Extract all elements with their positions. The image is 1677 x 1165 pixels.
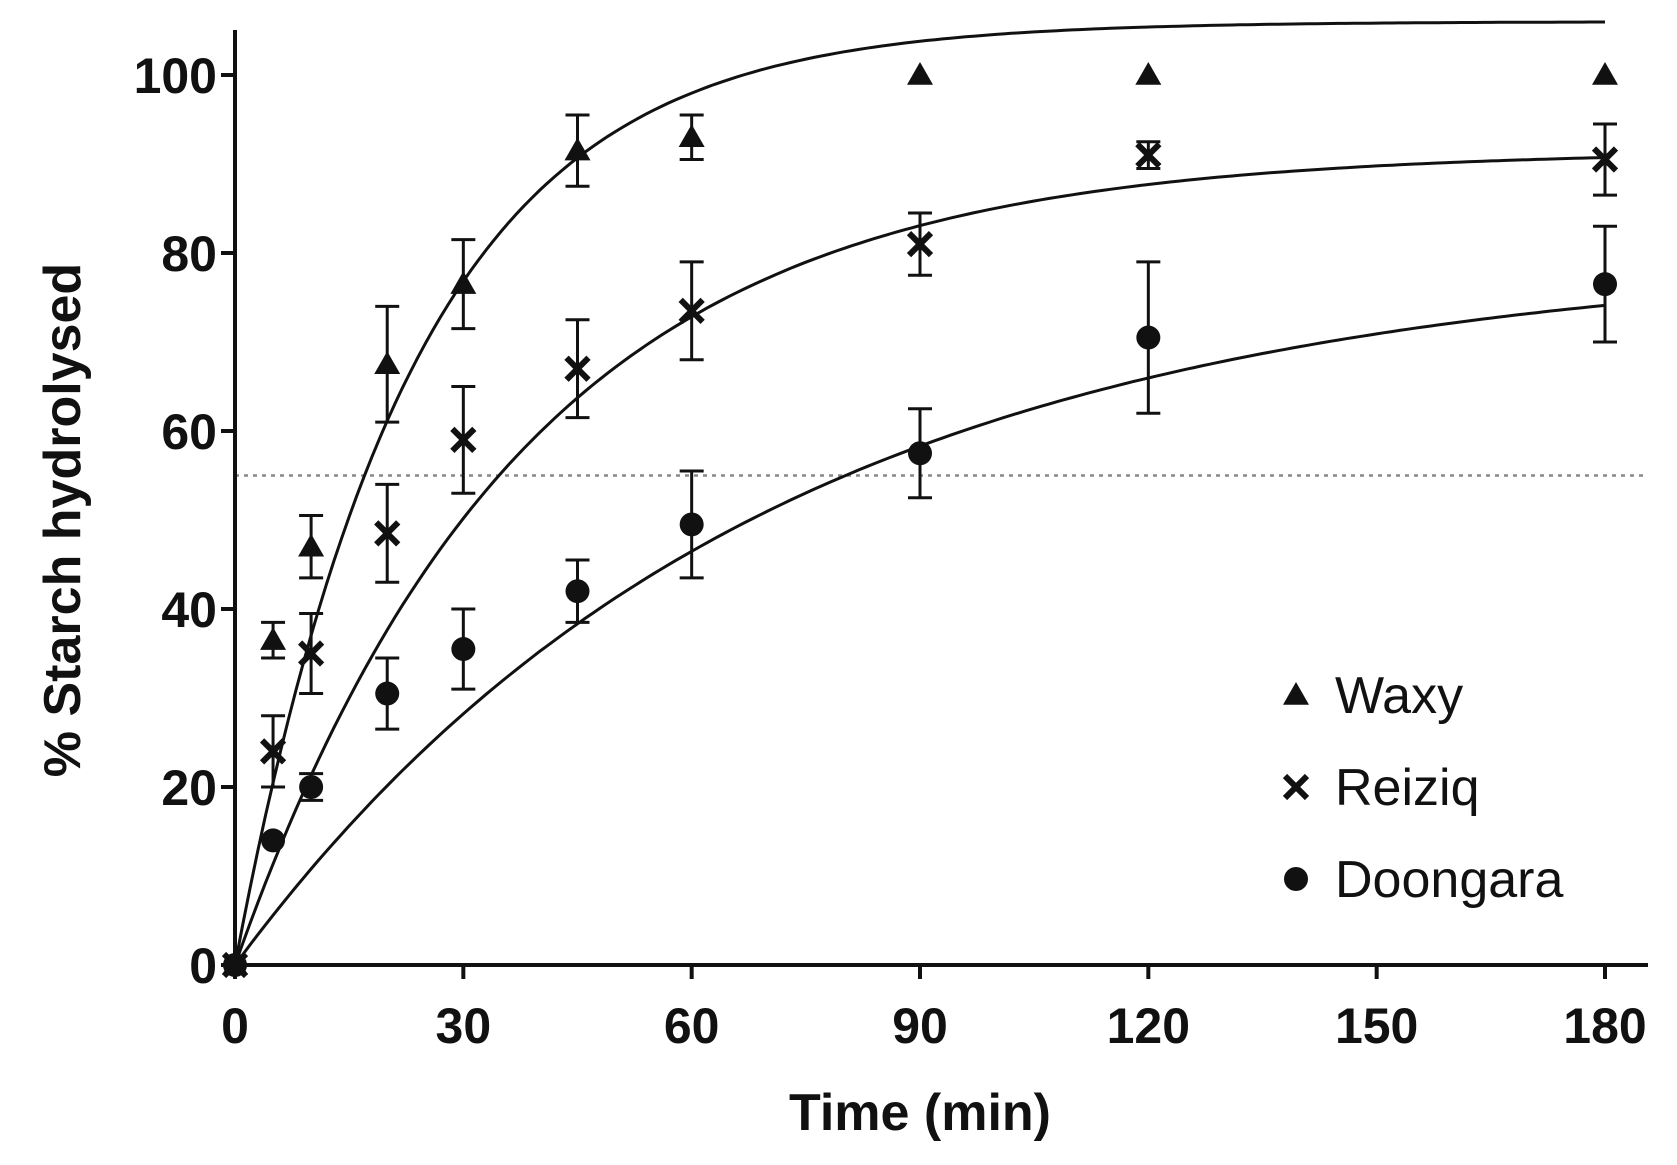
data-point-doongara bbox=[375, 681, 400, 706]
y-axis-ticks: 0 20 40 60 80 100 bbox=[134, 48, 235, 994]
series-reiziq bbox=[221, 122, 1619, 979]
data-point-reiziq bbox=[564, 355, 591, 382]
data-point-reiziq bbox=[678, 297, 705, 324]
x-tick-label: 30 bbox=[436, 998, 492, 1054]
data-point-doongara bbox=[261, 828, 286, 853]
data-point-waxy bbox=[907, 62, 933, 85]
data-point-doongara bbox=[223, 953, 247, 977]
data-point-doongara bbox=[565, 579, 590, 604]
data-point-waxy bbox=[450, 271, 477, 294]
x-tick-label: 90 bbox=[892, 998, 948, 1054]
x-tick-label: 150 bbox=[1335, 998, 1418, 1054]
data-point-reiziq bbox=[450, 426, 477, 454]
data-point-reiziq bbox=[1591, 146, 1619, 173]
data-point-reiziq bbox=[297, 640, 325, 667]
data-point-waxy bbox=[1135, 62, 1162, 85]
legend-marker-reiziq bbox=[1282, 773, 1310, 801]
y-tick-label: 80 bbox=[161, 226, 217, 282]
x-axis-ticks: 0 30 60 90 120 150 180 bbox=[221, 965, 1647, 1054]
data-point-doongara bbox=[451, 637, 476, 662]
y-tick-label: 20 bbox=[161, 760, 217, 816]
data-point-doongara bbox=[1593, 272, 1617, 297]
data-point-reiziq bbox=[906, 230, 934, 258]
legend-label-reiziq: Reiziq bbox=[1335, 759, 1480, 817]
data-point-reiziq bbox=[1135, 141, 1162, 169]
legend-marker-waxy bbox=[1283, 682, 1309, 705]
axes bbox=[233, 30, 1648, 967]
data-point-waxy bbox=[564, 137, 591, 161]
legend-marker-doongara bbox=[1284, 867, 1308, 891]
fit-curve-reiziq bbox=[233, 156, 1606, 966]
data-point-waxy bbox=[260, 627, 287, 650]
data-points bbox=[221, 62, 1619, 979]
x-tick-label: 60 bbox=[664, 998, 720, 1054]
series-doongara bbox=[223, 224, 1617, 977]
x-tick-label: 0 bbox=[221, 998, 249, 1054]
data-point-waxy bbox=[374, 351, 401, 374]
y-axis-title: % Starch hydrolysed bbox=[34, 263, 92, 777]
data-point-doongara bbox=[1136, 325, 1161, 350]
x-axis-title: Time (min) bbox=[789, 1084, 1051, 1142]
legend-label-doongara: Doongara bbox=[1335, 851, 1563, 909]
data-point-reiziq bbox=[259, 738, 287, 765]
data-point-reiziq bbox=[374, 520, 401, 547]
legend-label-waxy: Waxy bbox=[1335, 667, 1463, 725]
data-point-doongara bbox=[679, 512, 704, 537]
y-tick-label: 60 bbox=[161, 404, 217, 460]
x-tick-label: 180 bbox=[1563, 998, 1646, 1054]
data-point-waxy bbox=[298, 533, 325, 557]
data-point-doongara bbox=[299, 775, 324, 799]
y-tick-label: 100 bbox=[134, 48, 217, 104]
data-point-waxy bbox=[678, 124, 705, 148]
data-point-doongara bbox=[908, 441, 932, 466]
y-tick-label: 0 bbox=[189, 938, 217, 994]
series-waxy bbox=[222, 62, 1618, 975]
data-point-waxy bbox=[1592, 62, 1618, 85]
y-tick-label: 40 bbox=[161, 582, 217, 638]
legend: Waxy Reiziq Doongara bbox=[1282, 667, 1563, 909]
x-tick-label: 120 bbox=[1107, 998, 1190, 1054]
